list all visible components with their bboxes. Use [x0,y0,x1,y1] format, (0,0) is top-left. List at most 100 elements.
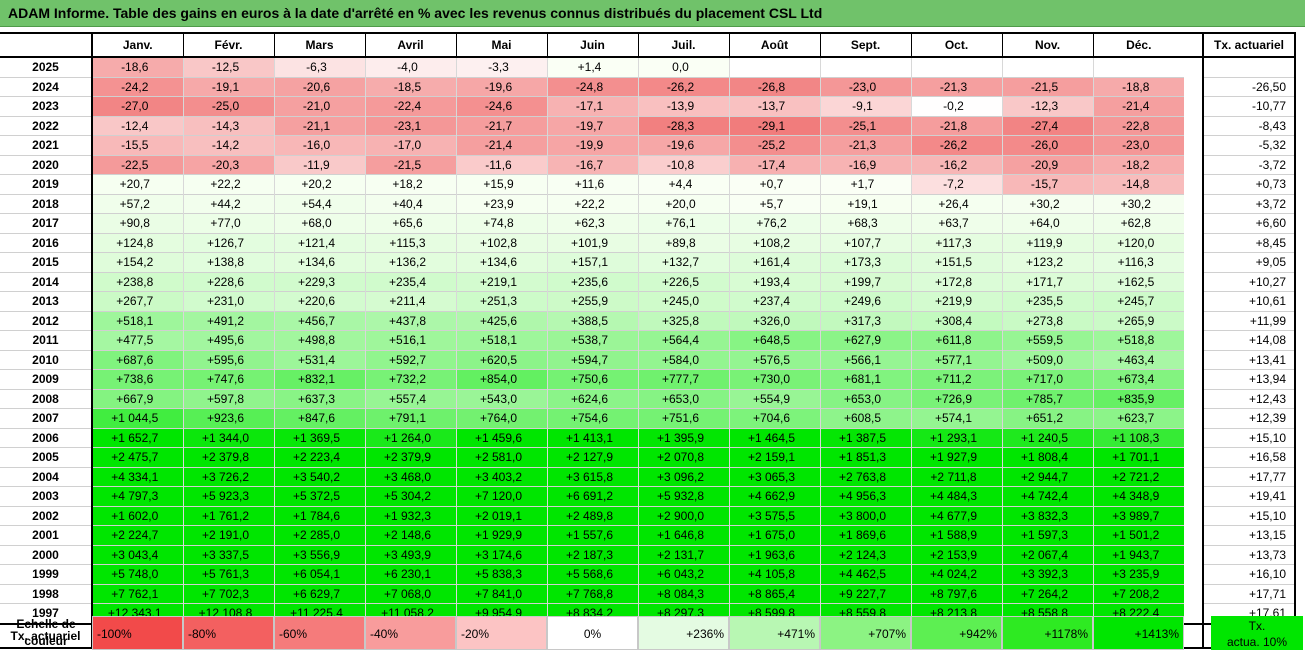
gain-cell: +1 557,6 [546,525,638,545]
gain-cell: +624,6 [546,388,638,409]
gain-cell: -21,7 [455,115,547,136]
gain-cell: +2 124,3 [819,544,911,565]
color-swatch: +471% [729,616,820,650]
gain-cell: +923,6 [182,408,274,428]
gain-cell: +126,7 [182,232,274,253]
gain-cell: -19,9 [546,135,638,155]
tx-actuariel-cell: +11,99 [1202,310,1296,331]
gain-cell: -14,2 [182,135,274,155]
gains-table: Janv. Févr. Mars Avril Mai Juin Juil. Août Sept.… [0,32,1296,649]
gain-cell: +20,7 [91,174,183,194]
gain-cell: +2 224,7 [91,525,183,545]
gain-cell: +1 369,5 [273,427,365,448]
gain-cell: +115,3 [364,232,456,253]
gain-cell: +1 851,3 [819,447,911,467]
gain-cell: +4 024,2 [910,564,1002,584]
table-row: 2000 +3 043,4 +3 337,5 +3 556,9 +3 493,9 +3 1… [0,544,1296,565]
gain-cell: -13,9 [637,96,729,116]
gap-cell [1184,447,1203,467]
gain-cell: -24,2 [91,76,183,97]
gain-cell: +648,5 [728,330,820,350]
tx-actuariel-cell: +16,10 [1202,564,1296,584]
gain-cell: +3 174,6 [455,544,547,565]
gain-cell [1001,56,1093,77]
gap-cell [1184,252,1203,272]
gain-cell: +509,0 [1001,349,1093,370]
gain-cell: +2 019,1 [455,505,547,526]
gain-cell: +7 768,8 [546,583,638,604]
table-row: 2018 +57,2 +44,2 +54,4 +40,4 +23,9 +22,2 +20,0 +… [0,193,1296,214]
gap-cell [1184,77,1203,97]
tx-actuariel-cell: +14,08 [1202,330,1296,350]
gap-cell [1184,467,1203,487]
gain-cell: +119,9 [1001,232,1093,253]
year-cell: 2018 [0,193,93,214]
tx-actuariel-cell: +17,77 [1202,466,1296,487]
tx-actuariel-cell: +13,94 [1202,369,1296,389]
gain-cell: -23,1 [364,115,456,136]
gain-cell: +134,6 [273,252,365,272]
gain-cell: -21,0 [273,96,365,116]
gain-cell: +7 068,0 [364,583,456,604]
month-header: Mars [273,32,365,58]
gain-cell: -19,1 [182,76,274,97]
gain-cell: +26,4 [910,193,1002,214]
gain-cell: +19,1 [819,193,911,214]
gain-cell: -25,1 [819,115,911,136]
gain-cell: +68,3 [819,213,911,233]
tx-actuariel-cell: +3,72 [1202,193,1296,214]
gap-cell [1184,155,1203,175]
year-cell: 2004 [0,466,93,487]
month-header: Sept. [819,32,911,58]
gain-cell [1092,56,1184,77]
year-cell: 2011 [0,330,93,350]
gain-cell: +3 615,8 [546,466,638,487]
gain-cell: +4 677,9 [910,505,1002,526]
table-row: 2005 +2 475,7 +2 379,8 +2 223,4 +2 379,9 +2 5… [0,447,1296,467]
tx-actuariel-cell: +13,41 [1202,349,1296,370]
gain-cell: +574,1 [910,408,1002,428]
gain-cell: -26,2 [637,76,729,97]
gain-cell: -25,0 [182,96,274,116]
gain-cell: -18,8 [1092,76,1184,97]
gain-cell: +1 869,6 [819,525,911,545]
tx-actuariel-cell: -5,32 [1202,135,1296,155]
gain-cell: -21,8 [910,115,1002,136]
corner-cell [0,32,93,58]
gain-cell: +566,1 [819,349,911,370]
gain-cell: -3,3 [455,56,547,77]
month-header: Mai [455,32,547,58]
gain-cell: -21,4 [1092,96,1184,116]
gain-cell: +1 943,7 [1092,544,1184,565]
gain-cell: +5 372,5 [273,486,365,506]
gain-cell: +854,0 [455,369,547,389]
gain-cell: +594,7 [546,349,638,370]
tx-actuariel-cell: +9,05 [1202,252,1296,272]
gain-cell: +538,7 [546,330,638,350]
gap-cell [1184,272,1203,292]
gain-cell: +651,2 [1001,408,1093,428]
gain-cell: +738,6 [91,369,183,389]
color-swatch: -60% [274,616,365,650]
gain-cell: +2 581,0 [455,447,547,467]
gain-cell: -16,7 [546,154,638,175]
gain-cell: +2 489,8 [546,505,638,526]
gain-cell: +531,4 [273,349,365,370]
gain-cell: +2 223,4 [273,447,365,467]
gain-cell: +559,5 [1001,330,1093,350]
gain-cell: -14,8 [1092,174,1184,194]
gain-cell: +3 726,2 [182,466,274,487]
gain-cell: -15,7 [1001,174,1093,194]
gain-cell: +3 043,4 [91,544,183,565]
table-row: 2021 -15,5 -14,2 -16,0 -17,0 -21,4 -19,9 -19,6-… [0,135,1296,155]
gain-cell: +4 742,4 [1001,486,1093,506]
gain-cell: +90,8 [91,213,183,233]
gain-cell: -20,3 [182,154,274,175]
gain-cell: +463,4 [1092,349,1184,370]
gain-cell: +3 403,2 [455,466,547,487]
gain-cell: +1 413,1 [546,427,638,448]
gain-cell: +673,4 [1092,369,1184,389]
gain-cell: +1 808,4 [1001,447,1093,467]
gain-cell: +134,6 [455,252,547,272]
gain-cell: +1 646,8 [637,525,729,545]
